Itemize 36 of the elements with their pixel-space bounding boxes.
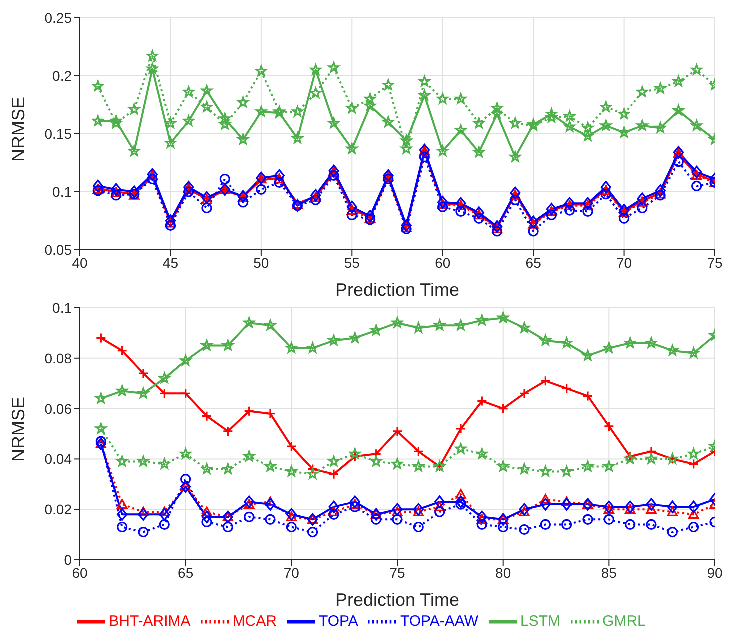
legend-label: TOPA-AAW	[400, 612, 479, 630]
x-tick-label: 40	[72, 254, 88, 271]
legend-label: TOPA	[318, 612, 358, 630]
x-tick-label: 60	[435, 254, 451, 271]
y-tick-label: 0.2	[52, 68, 72, 84]
legend-label: LSTM	[520, 612, 561, 630]
y-axis-title: NRMSE	[8, 396, 28, 462]
y-tick-label: 0.1	[52, 184, 72, 200]
x-tick-label: 70	[284, 564, 300, 581]
x-tick-label: 45	[162, 254, 179, 271]
y-axis-title: NRMSE	[8, 96, 28, 162]
y-tick-label: 0	[64, 552, 72, 568]
x-tick-label: 90	[707, 564, 723, 581]
y-tick-label: 0.05	[44, 242, 72, 258]
y-tick-label: 0.06	[44, 400, 72, 417]
y-tick-label: 0.02	[44, 502, 72, 518]
legend-label: GMRL	[602, 612, 646, 630]
x-tick-label: 80	[496, 564, 512, 581]
x-tick-label: 65	[526, 254, 542, 271]
y-tick-label: 0.1	[52, 300, 72, 316]
x-tick-label: 70	[616, 254, 632, 271]
y-tick-label: 0.04	[44, 451, 72, 468]
x-tick-label: 50	[254, 254, 270, 271]
y-tick-label: 0.25	[44, 10, 72, 26]
x-tick-label: 55	[344, 254, 360, 271]
legend-label: BHT-ARIMA	[109, 612, 191, 630]
legend-label: MCAR	[232, 612, 277, 630]
x-tick-label: 75	[707, 254, 723, 271]
x-tick-label: 75	[390, 564, 406, 581]
y-tick-label: 0.08	[44, 350, 72, 366]
x-tick-label: 65	[178, 564, 194, 581]
x-tick-label: 85	[601, 564, 618, 581]
x-axis-title: Prediction Time	[335, 590, 460, 610]
x-tick-label: 60	[72, 564, 88, 581]
y-tick-label: 0.15	[44, 126, 72, 142]
x-axis-title: Prediction Time	[335, 280, 460, 300]
